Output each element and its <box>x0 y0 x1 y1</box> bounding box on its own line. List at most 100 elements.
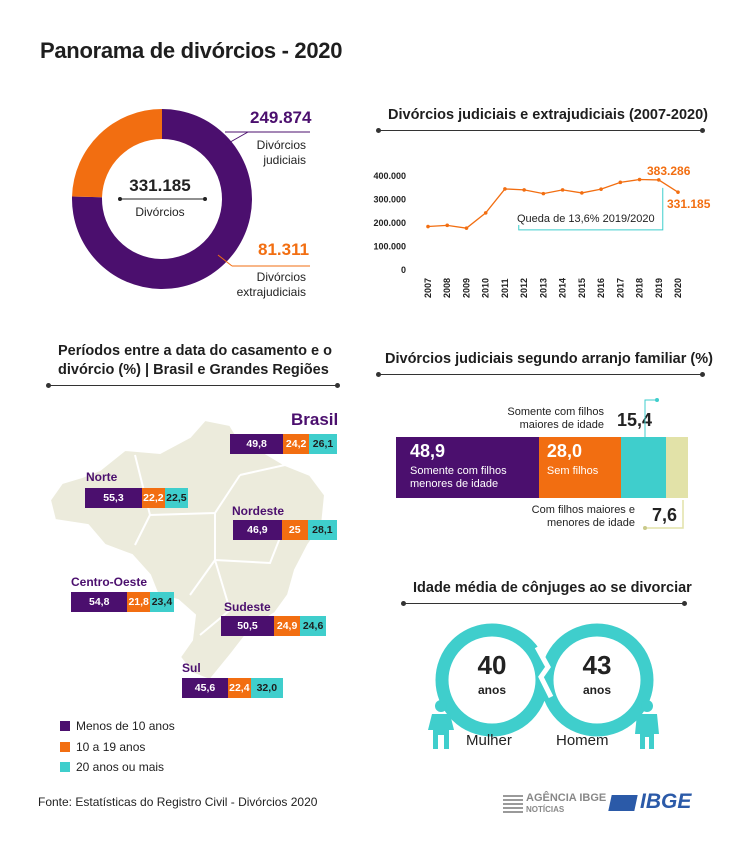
arr-bottom-label-2: menores de idade <box>546 517 635 529</box>
judicial-label-line-2: judiciais <box>263 153 306 167</box>
extra-leader-line-2 <box>217 254 233 267</box>
arr-seg1-label-1: Somente com filhos <box>410 465 507 477</box>
ring-break <box>534 645 554 699</box>
ibge-flag-icon <box>608 795 638 811</box>
line-point <box>676 190 680 194</box>
donut-chart <box>72 109 310 289</box>
man-age: 43 <box>582 650 612 680</box>
arr-top-value: 15,4 <box>617 410 653 430</box>
seg-20-mais: 28,1 <box>307 520 337 540</box>
donut-slice-judicial <box>72 109 252 289</box>
y-tick-label: 300.000 <box>373 195 406 205</box>
man-icon <box>635 700 659 749</box>
y-tick-label: 100.000 <box>373 242 406 252</box>
legend-label-20-mais: 20 anos ou mais <box>76 760 165 774</box>
x-tick-label: 2008 <box>442 278 452 298</box>
arr-bottom-value: 7,6 <box>652 505 678 525</box>
line-point <box>599 187 603 191</box>
arr-seg-menores: 48,9 Somente com filhos menores de idade <box>396 437 539 498</box>
seg-10-19: 21,8 <box>127 592 150 612</box>
arr-seg2-label: Sem filhos <box>546 465 599 477</box>
arr-top-leader-dot <box>655 398 659 402</box>
line-point <box>656 178 661 182</box>
seg-menos-10: 49,8 <box>230 434 284 454</box>
periods-title: Períodos entre a data do casamento e o d… <box>58 342 332 380</box>
region-name-sul: Sul <box>182 661 201 675</box>
line-point <box>541 191 546 196</box>
line-annotation: Queda de 13,6% 2019/2020 <box>515 213 657 225</box>
legend-item-10-19: 10 a 19 anos <box>60 740 145 754</box>
arr-seg1-label: Somente com filhos menores de idade <box>410 465 507 491</box>
age-title: Idade média de cônjuges ao se divorciar <box>413 580 692 596</box>
legend-label-menos-10: Menos de 10 anos <box>76 719 175 733</box>
legend-item-menos-10: Menos de 10 anos <box>60 719 175 733</box>
arr-bottom-label-1: Com filhos maiores e <box>531 504 635 516</box>
donut-center-dot-right <box>203 197 207 201</box>
seg-10-19: 22,4 <box>228 678 251 698</box>
x-tick-label: 2007 <box>423 278 433 298</box>
arr-bottom-leader-dot <box>643 526 647 530</box>
seg-20-mais: 26,1 <box>309 434 337 454</box>
periods-title-line-1: Períodos entre a data do casamento e o <box>58 343 332 359</box>
arr-top-label: Somente com filhos maiores de idade <box>500 406 604 432</box>
seg-10-19: 22,2 <box>141 488 165 508</box>
agencia-ibge-icon <box>503 793 523 813</box>
divorces-line <box>427 178 679 229</box>
extra-label: Divórcios extrajudiciais <box>206 270 306 300</box>
x-tick-label: 2009 <box>461 278 471 298</box>
region-bar-centro-oeste: 54,8 21,8 23,4 <box>71 592 174 612</box>
line-point <box>522 188 526 192</box>
arr-seg1-label-2: menores de idade <box>410 478 499 490</box>
seg-menos-10: 50,5 <box>221 616 275 636</box>
x-tick-label: 2011 <box>500 278 510 298</box>
x-tick-label: 2010 <box>481 278 491 298</box>
x-tick-label: 2013 <box>538 278 548 298</box>
arr-seg-maiores <box>620 437 666 498</box>
region-name-centro-oeste: Centro-Oeste <box>71 575 148 589</box>
region-bar-norte: 55,3 22,2 22,5 <box>85 488 188 508</box>
line-point <box>503 187 507 191</box>
region-name-sudeste: Sudeste <box>224 600 271 614</box>
donut-total-label: Divórcios <box>135 205 185 219</box>
donut-slice-extrajudicial <box>72 109 162 198</box>
arr-top-label-1: Somente com filhos <box>507 406 604 418</box>
ibge-logo: IBGE <box>640 790 692 813</box>
arr-seg-sem-filhos: 28,0 Sem filhos <box>538 437 621 498</box>
legend-swatch-orange <box>60 742 70 752</box>
age-rings <box>428 623 659 749</box>
agencia-ibge-logo: AGÊNCIA IBGE NOTÍCIAS <box>526 793 606 815</box>
region-name-brasil: Brasil <box>291 410 339 429</box>
arrangement-bar: 48,9 Somente com filhos menores de idade… <box>396 437 688 498</box>
periods-title-rule <box>46 383 340 388</box>
judicial-label: Divórcios judiciais <box>206 138 306 168</box>
y-tick-label: 200.000 <box>373 218 406 228</box>
extra-label-line-2: extrajudiciais <box>236 285 306 299</box>
judicial-leader-line-2 <box>224 131 249 146</box>
region-bar-sul: 45,6 22,4 32,0 <box>182 678 283 698</box>
region-bar-nordeste: 46,9 25 28,1 <box>233 520 337 540</box>
region-name-nordeste: Nordeste <box>232 504 285 518</box>
legend-label-10-19: 10 a 19 anos <box>76 740 146 754</box>
woman-age: 40 <box>477 650 507 680</box>
line-point <box>618 180 623 185</box>
legend-swatch-purple <box>60 721 70 731</box>
seg-menos-10: 54,8 <box>71 592 128 612</box>
line-label-2020: 331.185 <box>667 197 711 211</box>
arr-seg1-value: 48,9 <box>410 441 446 461</box>
arr-leaders <box>643 398 684 530</box>
x-tick-label: 2017 <box>615 278 625 298</box>
woman-label: Mulher <box>466 732 512 749</box>
seg-10-19: 25 <box>281 520 308 540</box>
source-note: Fonte: Estatísticas do Registro Civil - … <box>38 795 318 809</box>
arrangement-title: Divórcios judiciais segundo arranjo fami… <box>385 351 713 367</box>
x-tick-label: 2018 <box>635 278 645 298</box>
seg-20-mais: 23,4 <box>149 592 174 612</box>
line-chart-title: Divórcios judiciais e extrajudiciais (20… <box>388 107 708 123</box>
donut-center-dot-left <box>118 197 122 201</box>
seg-menos-10: 55,3 <box>85 488 142 508</box>
arr-top-label-2: maiores de idade <box>519 419 604 431</box>
x-tick-label: 2020 <box>673 278 683 298</box>
judicial-label-line-1: Divórcios <box>256 138 306 152</box>
seg-menos-10: 45,6 <box>182 678 229 698</box>
seg-20-mais: 32,0 <box>250 678 283 698</box>
